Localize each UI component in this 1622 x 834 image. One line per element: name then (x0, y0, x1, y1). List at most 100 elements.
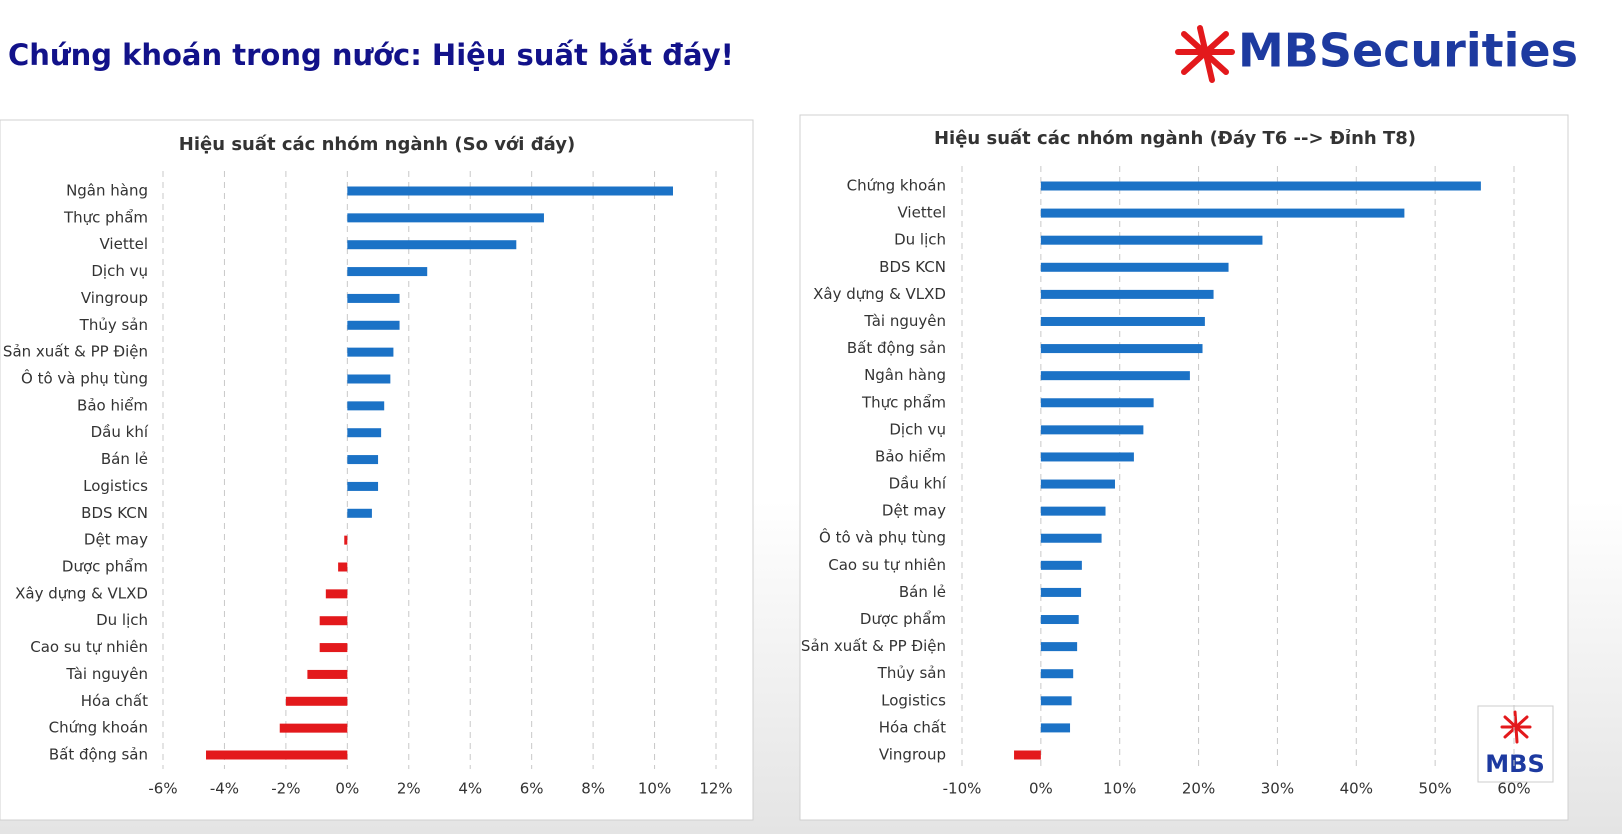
x-tick-label: 60% (1497, 780, 1530, 798)
bar (347, 428, 382, 438)
bar (347, 481, 379, 491)
bar (338, 562, 348, 572)
x-tick-label: 50% (1418, 780, 1451, 798)
category-label: Xây dựng & VLXD (813, 285, 946, 303)
bar (347, 186, 673, 196)
category-label: Xây dựng & VLXD (15, 584, 148, 602)
bar (1040, 696, 1072, 706)
bar (1040, 181, 1481, 191)
bar (347, 240, 517, 250)
bar (206, 750, 348, 760)
category-label: Dệt may (882, 502, 946, 520)
bar (1040, 452, 1134, 462)
category-label: Bảo hiểm (77, 396, 148, 414)
bar (1040, 235, 1263, 245)
bar (1040, 289, 1214, 299)
bar (347, 374, 391, 384)
bar (1040, 398, 1154, 408)
category-label: Viettel (898, 204, 947, 222)
category-label: Vingroup (879, 746, 946, 764)
category-label: Thực phẩm (63, 208, 148, 226)
category-label: Tài nguyên (65, 665, 148, 683)
category-label: Bán lẻ (899, 583, 946, 601)
logo-text: MBSecurities (1238, 24, 1578, 78)
bar (1040, 425, 1144, 435)
badge-icon (1500, 710, 1532, 744)
category-label: Ngân hàng (66, 182, 148, 200)
x-tick-label: -10% (943, 780, 982, 798)
chart-title: Hiệu suất các nhóm ngành (So với đáy) (179, 134, 575, 155)
bar (319, 643, 348, 653)
category-label: BDS KCN (81, 504, 148, 522)
category-label: Sản xuất & PP Điện (801, 637, 946, 655)
category-label: Sản xuất & PP Điện (3, 343, 148, 361)
badge-text: MBS (1485, 750, 1544, 778)
bar (1040, 615, 1079, 625)
bar (1040, 642, 1078, 652)
logo-icon (1175, 25, 1235, 83)
category-label: Ô tô và phụ tùng (21, 369, 148, 388)
x-tick-label: -2% (271, 780, 300, 798)
x-tick-label: 8% (581, 780, 605, 798)
x-tick-label: -4% (210, 780, 239, 798)
category-label: Dệt may (84, 531, 148, 549)
x-tick-label: 30% (1261, 780, 1294, 798)
category-label: Thủy sản (877, 664, 946, 682)
bar (1040, 560, 1082, 570)
x-tick-label: 4% (458, 780, 482, 798)
x-tick-label: 12% (699, 780, 732, 798)
bar (1040, 587, 1082, 597)
bar (344, 535, 348, 545)
bar (1040, 723, 1071, 733)
x-tick-label: 2% (397, 780, 421, 798)
category-label: Hóa chất (81, 692, 148, 710)
bar (1040, 669, 1074, 679)
bar (1040, 208, 1405, 218)
x-tick-label: 0% (335, 780, 359, 798)
category-label: BDS KCN (879, 258, 946, 276)
category-label: Logistics (881, 691, 946, 709)
bar (347, 401, 385, 411)
x-tick-label: 0% (1029, 780, 1053, 798)
bar (279, 723, 348, 733)
bar (307, 669, 348, 679)
bar (325, 589, 348, 599)
category-label: Dịch vụ (889, 420, 946, 438)
bar (1040, 344, 1203, 354)
category-label: Vingroup (81, 289, 148, 307)
category-label: Ô tô và phụ tùng (819, 528, 946, 547)
chart-title: Hiệu suất các nhóm ngành (Đáy T6 --> Đỉn… (934, 128, 1416, 149)
bar (347, 455, 379, 465)
chart-panel (0, 119, 754, 821)
bar (347, 213, 544, 223)
category-label: Ngân hàng (864, 366, 946, 384)
category-label: Dầu khí (889, 475, 947, 493)
category-label: Thủy sản (79, 316, 148, 334)
category-label: Bất động sản (49, 746, 148, 764)
bar (1040, 506, 1106, 516)
category-label: Hóa chất (879, 718, 946, 736)
bar (347, 508, 372, 518)
bar (1040, 533, 1102, 543)
category-label: Logistics (83, 477, 148, 495)
category-label: Dầu khí (91, 423, 149, 441)
page-title: Chứng khoán trong nước: Hiệu suất bắt đá… (8, 38, 734, 72)
bar (347, 347, 394, 357)
x-tick-label: -6% (148, 780, 177, 798)
category-label: Bất động sản (847, 339, 946, 357)
category-label: Chứng khoán (49, 719, 148, 737)
category-label: Dược phẩm (860, 610, 946, 628)
x-tick-label: 10% (638, 780, 671, 798)
bar (285, 696, 348, 706)
bar (347, 267, 428, 277)
category-label: Bảo hiểm (875, 447, 946, 465)
category-label: Du lịch (96, 611, 148, 629)
bar (1040, 479, 1115, 489)
x-tick-label: 10% (1103, 780, 1136, 798)
category-label: Dịch vụ (91, 262, 148, 280)
category-label: Du lịch (894, 231, 946, 249)
x-tick-label: 40% (1340, 780, 1373, 798)
category-label: Cao su tự nhiên (828, 556, 946, 574)
